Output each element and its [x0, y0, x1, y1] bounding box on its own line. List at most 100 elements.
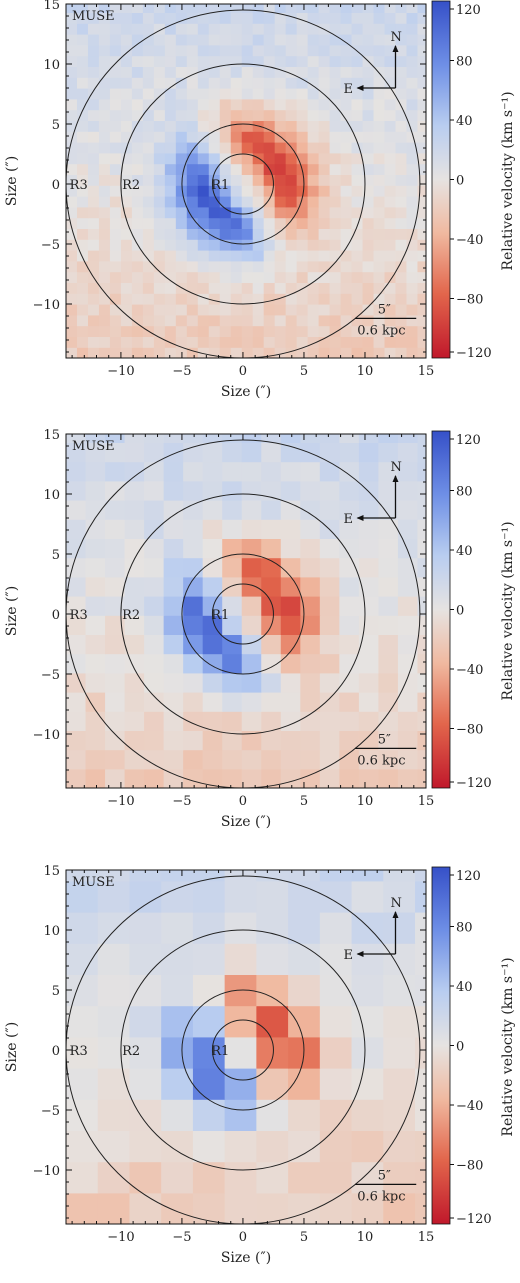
velocity-pixel: [163, 711, 184, 731]
velocity-pixel: [340, 55, 353, 67]
velocity-pixel: [318, 196, 331, 208]
velocity-pixel: [318, 304, 331, 316]
velocity-pixel: [288, 870, 321, 882]
velocity-pixel: [144, 500, 165, 520]
velocity-pixel: [274, 185, 287, 197]
velocity-pixel: [109, 271, 122, 283]
velocity-pixel: [285, 217, 298, 229]
velocity-pixel: [142, 336, 155, 348]
velocity-pixel: [417, 44, 426, 57]
velocity-pixel: [300, 653, 321, 674]
velocity-pixel: [183, 434, 204, 443]
velocity-pixel: [85, 500, 106, 520]
ring-r2-2: [120, 929, 366, 1171]
velocity-pixel: [109, 282, 122, 294]
velocity-pixel: [329, 23, 342, 35]
velocity-pixel: [329, 250, 342, 262]
y-tick-label: 5: [52, 984, 60, 999]
velocity-pixel: [395, 109, 408, 121]
velocity-pixel: [263, 325, 276, 337]
velocity-pixel: [395, 12, 408, 24]
velocity-pixel: [339, 434, 360, 443]
velocity-pixel: [241, 217, 254, 229]
velocity-pixel: [318, 347, 331, 358]
velocity-pixel: [197, 336, 210, 348]
velocity-pixel: [142, 66, 155, 78]
velocity-pixel: [397, 500, 419, 520]
velocity-pixel: [263, 336, 276, 348]
velocity-pixel: [124, 749, 145, 770]
velocity-pixel: [230, 44, 243, 57]
velocity-pixel: [76, 260, 89, 273]
velocity-pixel: [274, 23, 287, 35]
velocity-pixel: [164, 271, 177, 283]
velocity-pixel: [66, 98, 78, 111]
velocity-pixel: [329, 163, 342, 175]
velocity-pixel: [87, 347, 100, 358]
velocity-pixel: [329, 206, 342, 219]
velocity-pixel: [285, 109, 298, 121]
velocity-pixel: [153, 239, 166, 251]
velocity-pixel: [197, 293, 210, 305]
velocity-pixel: [362, 66, 375, 78]
velocity-pixel: [131, 293, 144, 305]
velocity-pixel: [378, 442, 399, 463]
velocity-pixel: [397, 461, 419, 482]
velocity-pixel: [241, 538, 262, 559]
x-tick-label: 15: [418, 364, 435, 379]
velocity-pixel: [97, 1192, 131, 1224]
velocity-pixel: [105, 653, 126, 674]
velocity-pixel: [329, 347, 342, 358]
velocity-pixel: [241, 44, 254, 57]
velocity-pixel: [230, 185, 243, 197]
velocity-pixel: [230, 293, 243, 305]
velocity-pixel: [164, 325, 177, 337]
velocity-pixel: [288, 1161, 321, 1194]
velocity-pixel: [98, 250, 111, 262]
velocity-pixel: [329, 131, 342, 143]
velocity-pixel: [285, 4, 298, 13]
y-tick-label: −5: [41, 1104, 60, 1119]
velocity-pixel: [222, 768, 243, 788]
velocity-pixel: [285, 120, 298, 132]
velocity-pixel: [288, 1005, 321, 1038]
velocity-pixel: [142, 314, 155, 327]
velocity-pixel: [230, 152, 243, 165]
velocity-pixel: [296, 142, 309, 154]
velocity-pixel: [395, 185, 408, 197]
velocity-pixel: [307, 239, 320, 251]
velocity-pixel: [142, 239, 155, 251]
compass-north-label: N: [390, 30, 401, 45]
velocity-pixel: [351, 98, 364, 111]
velocity-pixel: [164, 109, 177, 121]
velocity-pixel: [256, 1192, 289, 1224]
velocity-pixel: [120, 250, 133, 262]
velocity-pixel: [163, 557, 184, 578]
velocity-pixel: [153, 185, 166, 197]
velocity-pixel: [351, 1005, 384, 1038]
velocity-pixel: [307, 55, 320, 67]
velocity-pixel: [351, 142, 364, 154]
velocity-pixel: [362, 325, 375, 337]
velocity-pixel: [76, 98, 89, 111]
velocity-pixel: [186, 142, 199, 154]
velocity-pixel: [124, 557, 145, 578]
velocity-pixel: [85, 672, 106, 693]
velocity-pixel: [263, 12, 276, 24]
velocity-pixel: [163, 500, 184, 520]
velocity-pixel: [87, 34, 100, 46]
velocity-pixel: [208, 55, 221, 67]
velocity-pixel: [406, 347, 419, 358]
velocity-pixel: [197, 174, 210, 186]
ring-label-r2: R2: [122, 178, 140, 193]
velocity-pixel: [186, 23, 199, 35]
velocity-pixel: [285, 66, 298, 78]
velocity-pixel: [144, 749, 165, 770]
velocity-pixel: [129, 912, 162, 944]
velocity-pixel: [261, 596, 282, 616]
velocity-pixel: [307, 174, 320, 186]
velocity-pixel: [395, 282, 408, 294]
velocity-pixel: [153, 152, 166, 165]
velocity-pixel: [66, 4, 78, 13]
velocity-pixel: [340, 185, 353, 197]
